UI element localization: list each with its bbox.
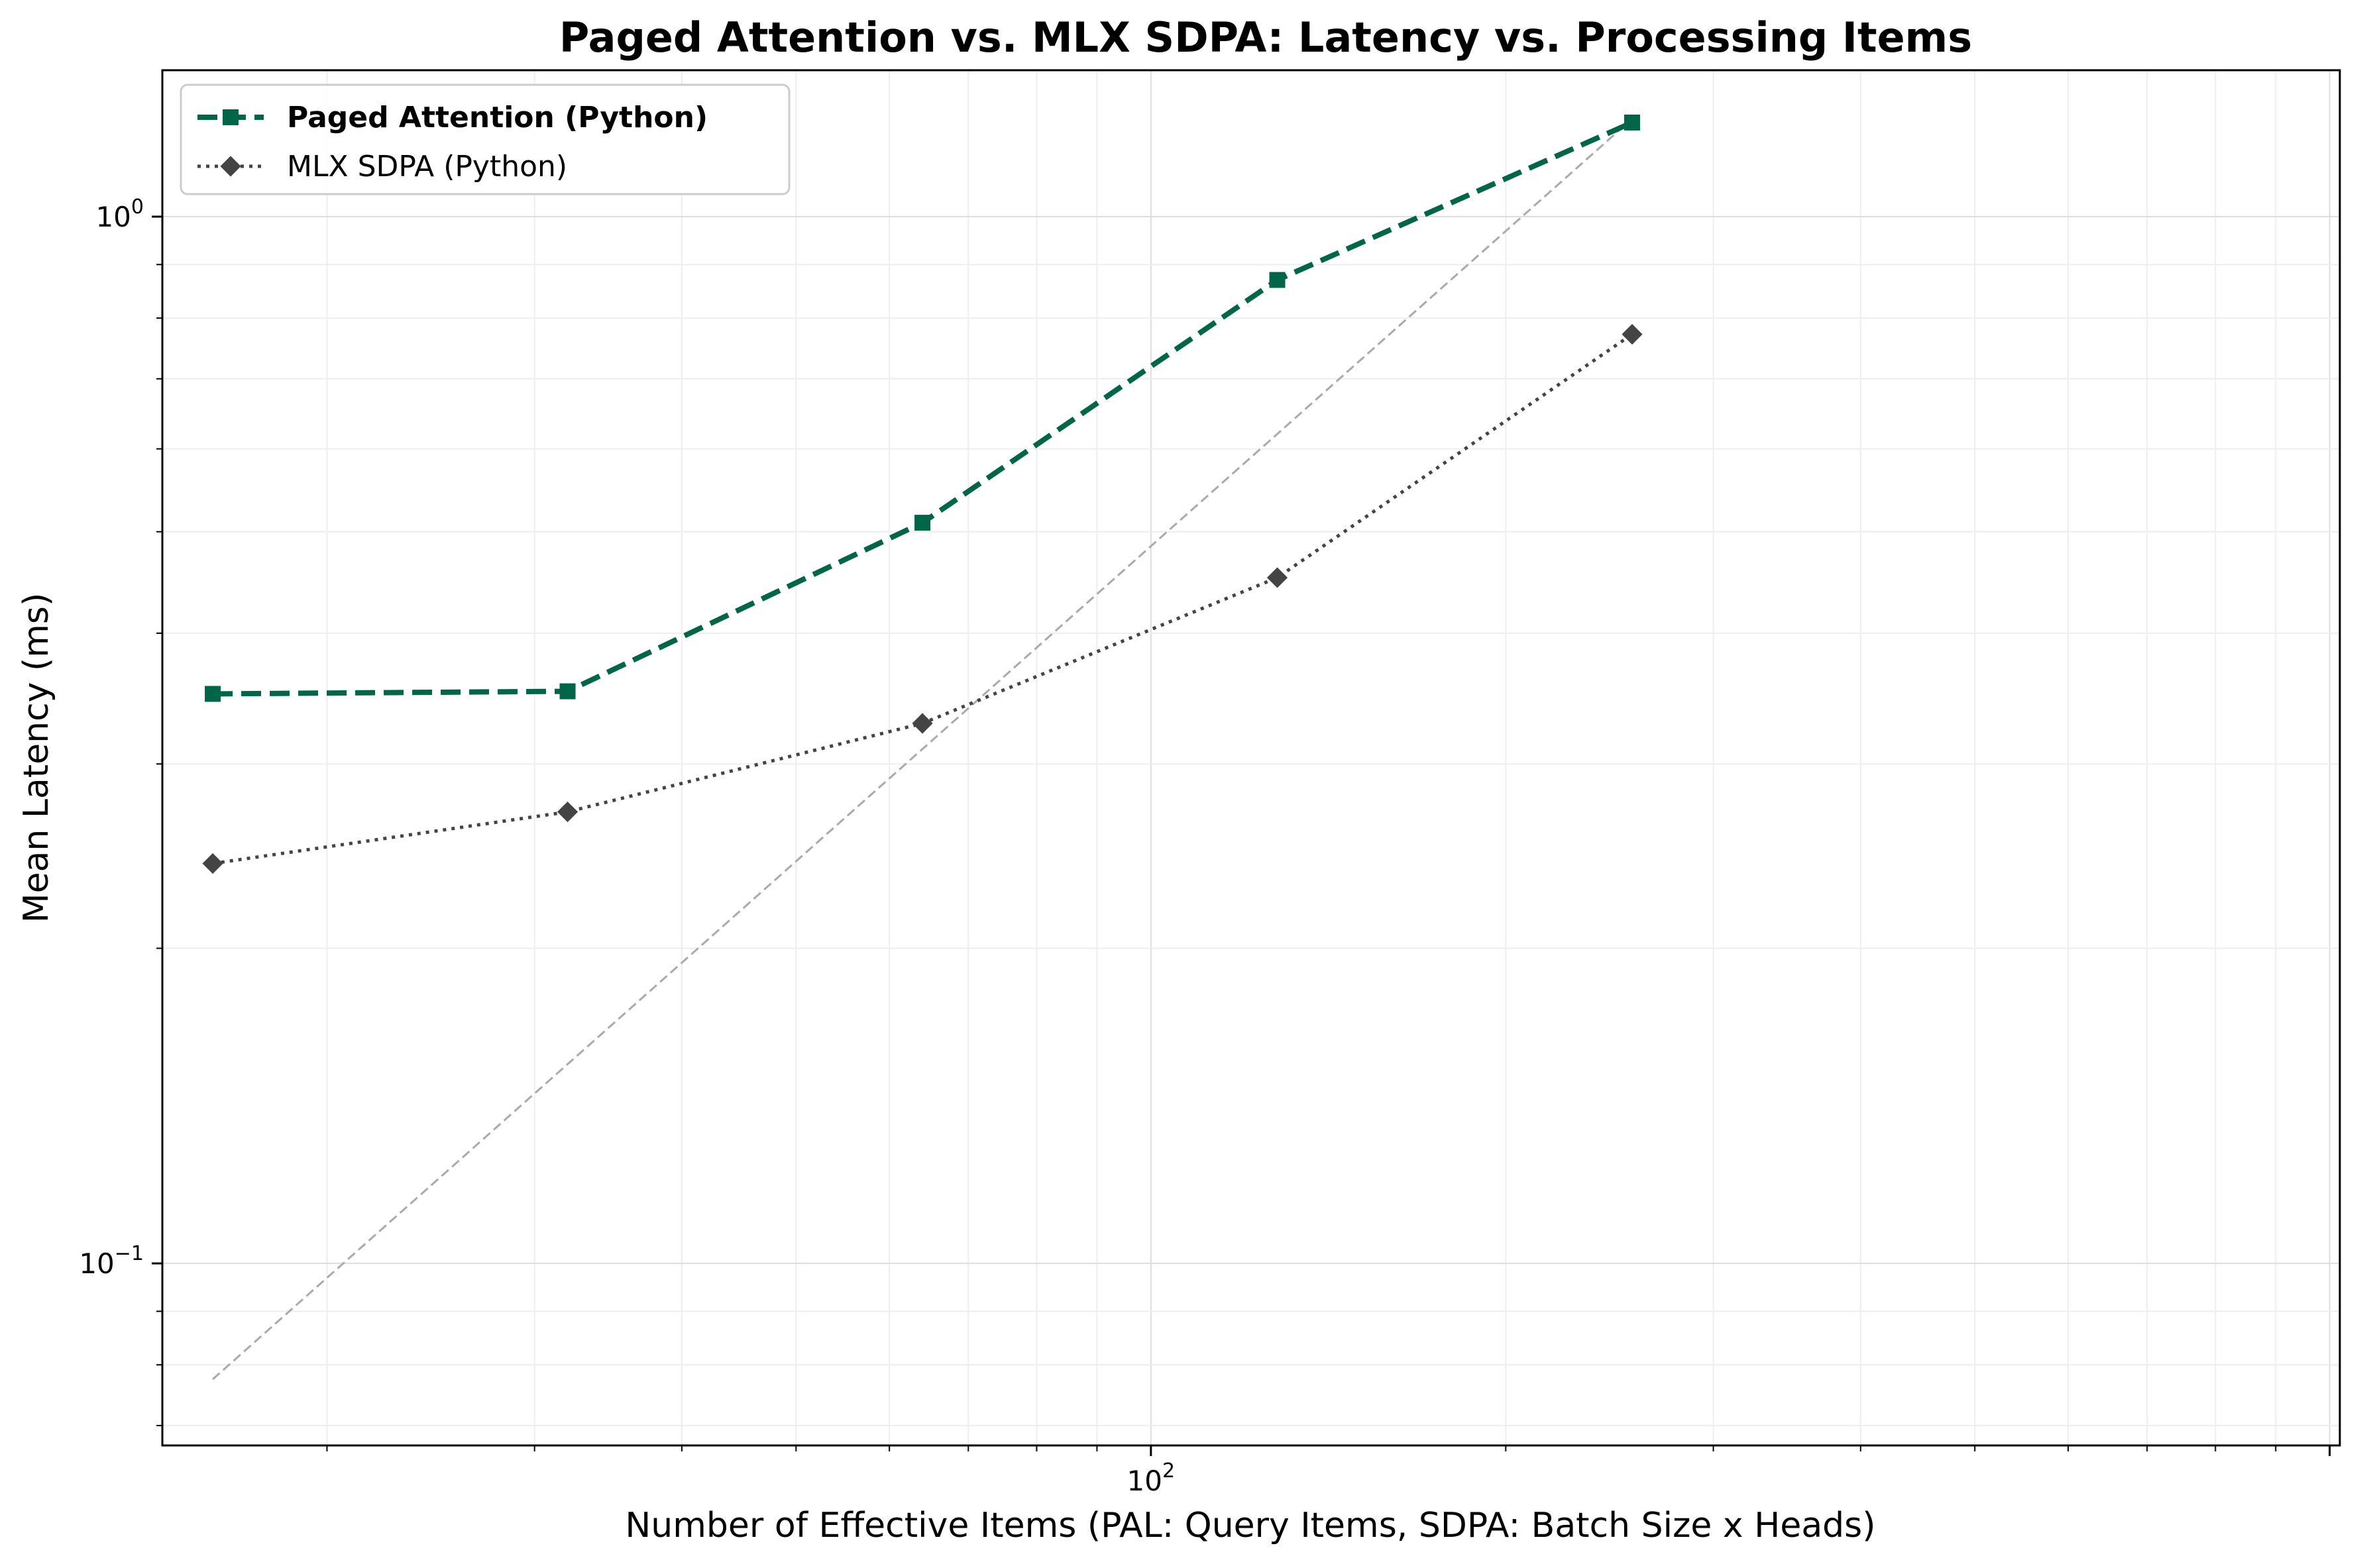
y-tick-label: 10−1 [79, 1242, 144, 1280]
data-point [1266, 567, 1288, 588]
data-point [1624, 114, 1641, 131]
legend-swatch-marker [220, 156, 241, 177]
data-point [559, 683, 576, 700]
data-point [557, 801, 578, 823]
legend-box [180, 83, 791, 195]
series-layer [202, 114, 1643, 874]
data-point [1269, 272, 1286, 288]
legend: Paged Attention (Python) MLX SDPA (Python… [180, 83, 791, 195]
plot-frame [161, 69, 2341, 1447]
legend-label: Paged Attention (Python) [287, 101, 708, 134]
data-point [912, 713, 933, 734]
chart-title: Paged Attention vs. MLX SDPA: Latency vs… [559, 13, 1972, 62]
legend-swatch-marker [223, 109, 239, 125]
series-paged-attention [205, 114, 1641, 702]
data-point [202, 853, 223, 874]
axis-ticks: 102 10−1 100 [79, 195, 2331, 1497]
x-tick-label: 102 [1127, 1459, 1176, 1497]
data-point [1622, 324, 1643, 345]
y-axis-label: Mean Latency (ms) [17, 593, 56, 923]
series-mlx-sdpa [202, 324, 1643, 874]
grid [162, 70, 2340, 1445]
x-axis-label: Number of Effective Items (PAL: Query It… [625, 1506, 1875, 1545]
reference-line-layer [212, 118, 1633, 1381]
y-tick-label: 100 [95, 195, 144, 233]
legend-label: MLX SDPA (Python) [287, 150, 567, 183]
data-point [914, 515, 931, 531]
data-point [205, 686, 221, 702]
reference-line [212, 118, 1633, 1381]
